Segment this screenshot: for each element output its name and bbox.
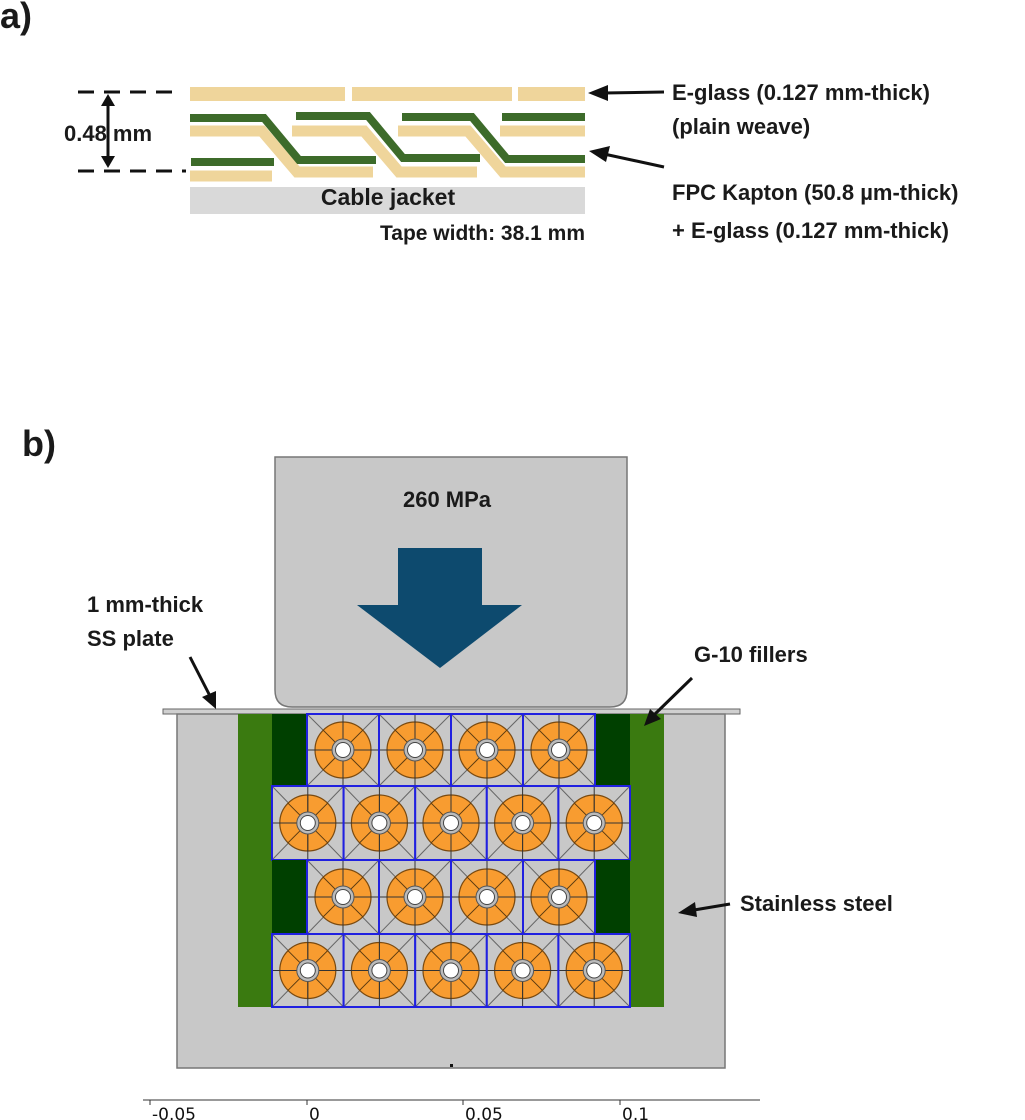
cooling-channel: [299, 815, 316, 831]
axis-tick-label: 0.1: [622, 1105, 649, 1120]
cable-cell: [414, 933, 488, 1008]
cable-cell: [342, 933, 417, 1008]
pressure-label: 260 MPa: [403, 487, 492, 512]
g10-arrow: [644, 676, 694, 726]
panel-b-label: b): [22, 423, 56, 464]
dimension-marker: [78, 90, 186, 173]
tape-width-label: Tape width: 38.1 mm: [380, 222, 585, 245]
origin-dot: [450, 1064, 453, 1067]
cooling-channel: [479, 889, 495, 905]
g10-filler-dark: [595, 860, 630, 934]
cooling-channel: [407, 742, 423, 758]
cable-cell: [557, 933, 632, 1008]
g10-filler-right: [630, 714, 664, 1007]
kapton-arrow: [589, 146, 665, 169]
kapton-label-2: + E-glass (0.127 mm-thick): [672, 218, 949, 243]
panel-a-label: a): [0, 0, 32, 36]
eglass-label-1: E-glass (0.127 mm-thick): [672, 80, 930, 105]
cooling-channel: [551, 742, 567, 758]
cable-jacket: [190, 187, 585, 214]
thickness-label: 0.48 mm: [64, 121, 152, 146]
cable-cell: [271, 933, 345, 1008]
g10-filler-left: [238, 714, 272, 1007]
cooling-channel: [371, 962, 388, 979]
g10-filler-dark: [272, 860, 307, 934]
cable-cell: [485, 785, 560, 861]
top-eglass-layer: [190, 87, 585, 101]
cable-cell: [342, 785, 417, 861]
g10-filler-dark: [595, 714, 630, 786]
cable-cell: [522, 713, 596, 787]
g10-filler-dark: [272, 714, 307, 786]
kapton-label-1: FPC Kapton (50.8 µm-thick): [672, 180, 958, 205]
ss-plate-label-2: SS plate: [87, 626, 174, 651]
cooling-channel: [335, 742, 351, 758]
cooling-channel: [335, 889, 351, 905]
cable-cell: [450, 713, 524, 787]
cooling-channel: [586, 962, 603, 979]
down-arrow-icon: [357, 548, 522, 668]
cable-cell: [378, 859, 452, 935]
cooling-channel: [551, 889, 567, 905]
cable-cell: [450, 859, 524, 935]
cooling-channel: [299, 962, 316, 979]
cable-cell: [378, 713, 452, 787]
axis-tick-label: -0.05: [152, 1105, 196, 1120]
eglass-arrow: [588, 85, 665, 101]
cooling-channel: [514, 962, 531, 979]
cooling-channel: [407, 889, 423, 905]
cable-cell: [306, 859, 380, 935]
cable-array: [271, 713, 632, 1008]
axis-tick-label: 0.05: [465, 1105, 503, 1120]
x-axis: -0.05 0 0.05 0.1: [143, 1099, 760, 1120]
cable-cell: [306, 713, 380, 787]
cable-jacket-label: Cable jacket: [321, 184, 456, 210]
stainless-steel-arrow: [678, 902, 731, 917]
eglass-label-2: (plain weave): [672, 114, 810, 139]
axis-tick-label: 0: [309, 1105, 320, 1120]
cooling-channel: [514, 815, 531, 831]
cable-cell: [271, 785, 345, 861]
cooling-channel: [371, 815, 388, 831]
ss-plate-label-1: 1 mm-thick: [87, 592, 204, 617]
cable-cell: [557, 785, 632, 861]
g10-fillers-label: G-10 fillers: [694, 642, 808, 667]
cable-cell: [414, 785, 488, 861]
cooling-channel: [443, 815, 459, 831]
weave-layers: [190, 112, 585, 182]
ss-plate-arrow: [188, 656, 216, 709]
cooling-channel: [479, 742, 495, 758]
stainless-steel-label: Stainless steel: [740, 891, 893, 916]
cooling-channel: [443, 962, 459, 979]
cable-cell: [522, 859, 596, 935]
cable-cell: [485, 933, 560, 1008]
cooling-channel: [586, 815, 603, 831]
